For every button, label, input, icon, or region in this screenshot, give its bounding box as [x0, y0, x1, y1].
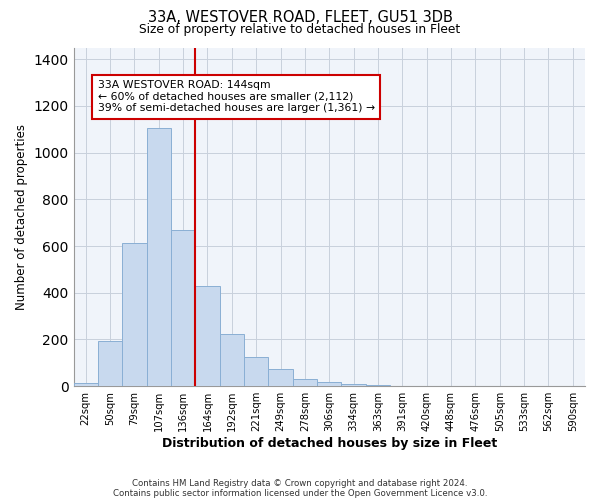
Text: Size of property relative to detached houses in Fleet: Size of property relative to detached ho…: [139, 22, 461, 36]
Bar: [98, 340, 122, 386]
Bar: [220, 334, 244, 386]
Text: 33A, WESTOVER ROAD, FLEET, GU51 3DB: 33A, WESTOVER ROAD, FLEET, GU51 3DB: [148, 10, 452, 25]
Bar: [268, 368, 293, 386]
Bar: [171, 230, 196, 386]
Bar: [244, 357, 268, 386]
Bar: [196, 286, 220, 386]
Y-axis label: Number of detached properties: Number of detached properties: [15, 124, 28, 310]
Text: Contains public sector information licensed under the Open Government Licence v3: Contains public sector information licen…: [113, 488, 487, 498]
Bar: [366, 385, 390, 386]
Text: 33A WESTOVER ROAD: 144sqm
← 60% of detached houses are smaller (2,112)
39% of se: 33A WESTOVER ROAD: 144sqm ← 60% of detac…: [98, 80, 375, 114]
Bar: [341, 384, 366, 386]
Bar: [293, 379, 317, 386]
X-axis label: Distribution of detached houses by size in Fleet: Distribution of detached houses by size …: [161, 437, 497, 450]
Bar: [317, 382, 341, 386]
Bar: [146, 128, 171, 386]
Bar: [122, 242, 146, 386]
Bar: [74, 382, 98, 386]
Text: Contains HM Land Registry data © Crown copyright and database right 2024.: Contains HM Land Registry data © Crown c…: [132, 478, 468, 488]
